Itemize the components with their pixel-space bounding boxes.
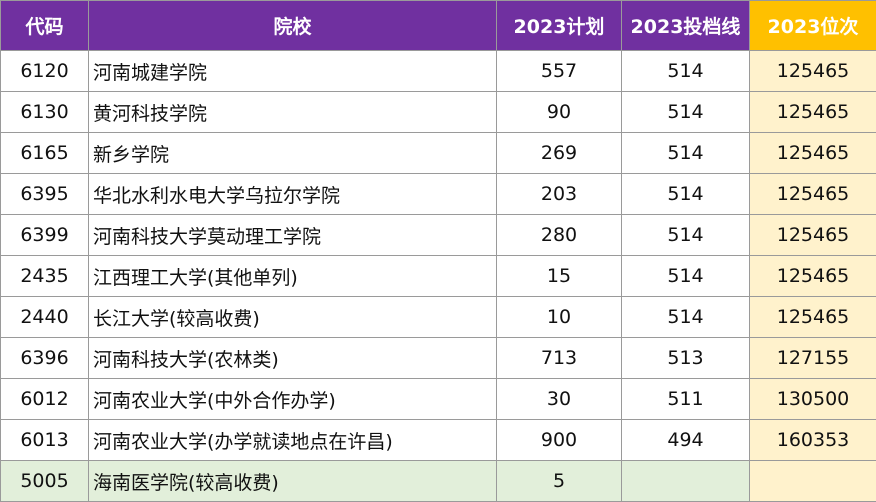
cell-score-line: 514 — [621, 132, 750, 174]
cell-score-line: 514 — [621, 173, 750, 215]
cell-school: 河南农业大学(中外合作办学) — [88, 378, 497, 420]
cell-school: 河南农业大学(办学就读地点在许昌) — [88, 419, 497, 461]
cell-code: 6120 — [0, 50, 89, 92]
cell-plan: 90 — [496, 91, 622, 133]
cell-plan: 557 — [496, 50, 622, 92]
cell-plan: 5 — [496, 460, 622, 502]
table-row: 6012 河南农业大学(中外合作办学) 30 511 130500 — [0, 378, 876, 420]
cell-score-line: 514 — [621, 214, 750, 256]
cell-plan: 269 — [496, 132, 622, 174]
table-row: 6395 华北水利水电大学乌拉尔学院 203 514 125465 — [0, 173, 876, 215]
cell-school: 海南医学院(较高收费) — [88, 460, 497, 502]
cell-code: 6130 — [0, 91, 89, 133]
cell-code: 6165 — [0, 132, 89, 174]
cell-school: 河南城建学院 — [88, 50, 497, 92]
cell-school: 华北水利水电大学乌拉尔学院 — [88, 173, 497, 215]
cell-school: 江西理工大学(其他单列) — [88, 255, 497, 297]
cell-plan: 10 — [496, 296, 622, 338]
table-row: 5005 海南医学院(较高收费) 5 — [0, 460, 876, 502]
cell-rank: 125465 — [749, 132, 876, 174]
cell-code: 6396 — [0, 337, 89, 379]
cell-rank: 125465 — [749, 50, 876, 92]
cell-code: 6395 — [0, 173, 89, 215]
cell-plan: 280 — [496, 214, 622, 256]
cell-school: 黄河科技学院 — [88, 91, 497, 133]
cell-score-line: 511 — [621, 378, 750, 420]
header-score-line: 2023投档线 — [621, 0, 750, 51]
table-row: 6396 河南科技大学(农林类) 713 513 127155 — [0, 337, 876, 379]
cell-score-line: 513 — [621, 337, 750, 379]
table-row: 6013 河南农业大学(办学就读地点在许昌) 900 494 160353 — [0, 419, 876, 461]
cell-score-line: 514 — [621, 296, 750, 338]
cell-score-line — [621, 460, 750, 502]
header-plan: 2023计划 — [496, 0, 622, 51]
cell-plan: 713 — [496, 337, 622, 379]
cell-rank: 125465 — [749, 255, 876, 297]
cell-plan: 30 — [496, 378, 622, 420]
table-row: 2435 江西理工大学(其他单列) 15 514 125465 — [0, 255, 876, 297]
cell-score-line: 514 — [621, 91, 750, 133]
header-row: 代码 院校 2023计划 2023投档线 2023位次 — [0, 0, 876, 51]
cell-school: 河南科技大学(农林类) — [88, 337, 497, 379]
cell-rank: 125465 — [749, 173, 876, 215]
cell-rank: 130500 — [749, 378, 876, 420]
header-school: 院校 — [88, 0, 497, 51]
cell-plan: 900 — [496, 419, 622, 461]
cell-rank — [749, 460, 876, 502]
cell-rank: 127155 — [749, 337, 876, 379]
cell-code: 5005 — [0, 460, 89, 502]
header-rank: 2023位次 — [749, 0, 876, 51]
cell-school: 河南科技大学莫动理工学院 — [88, 214, 497, 256]
table-row: 6165 新乡学院 269 514 125465 — [0, 132, 876, 174]
table-row: 6120 河南城建学院 557 514 125465 — [0, 50, 876, 92]
cell-plan: 15 — [496, 255, 622, 297]
cell-code: 2435 — [0, 255, 89, 297]
cell-score-line: 494 — [621, 419, 750, 461]
cell-rank: 125465 — [749, 296, 876, 338]
cell-rank: 125465 — [749, 91, 876, 133]
header-code: 代码 — [0, 0, 89, 51]
cell-school: 新乡学院 — [88, 132, 497, 174]
cell-plan: 203 — [496, 173, 622, 215]
cell-code: 6013 — [0, 419, 89, 461]
table-row: 6399 河南科技大学莫动理工学院 280 514 125465 — [0, 214, 876, 256]
cell-school: 长江大学(较高收费) — [88, 296, 497, 338]
cell-score-line: 514 — [621, 50, 750, 92]
table-row: 2440 长江大学(较高收费) 10 514 125465 — [0, 296, 876, 338]
cell-code: 2440 — [0, 296, 89, 338]
cell-rank: 125465 — [749, 214, 876, 256]
cell-rank: 160353 — [749, 419, 876, 461]
cell-score-line: 514 — [621, 255, 750, 297]
table-row: 6130 黄河科技学院 90 514 125465 — [0, 91, 876, 133]
cell-code: 6399 — [0, 214, 89, 256]
cell-code: 6012 — [0, 378, 89, 420]
